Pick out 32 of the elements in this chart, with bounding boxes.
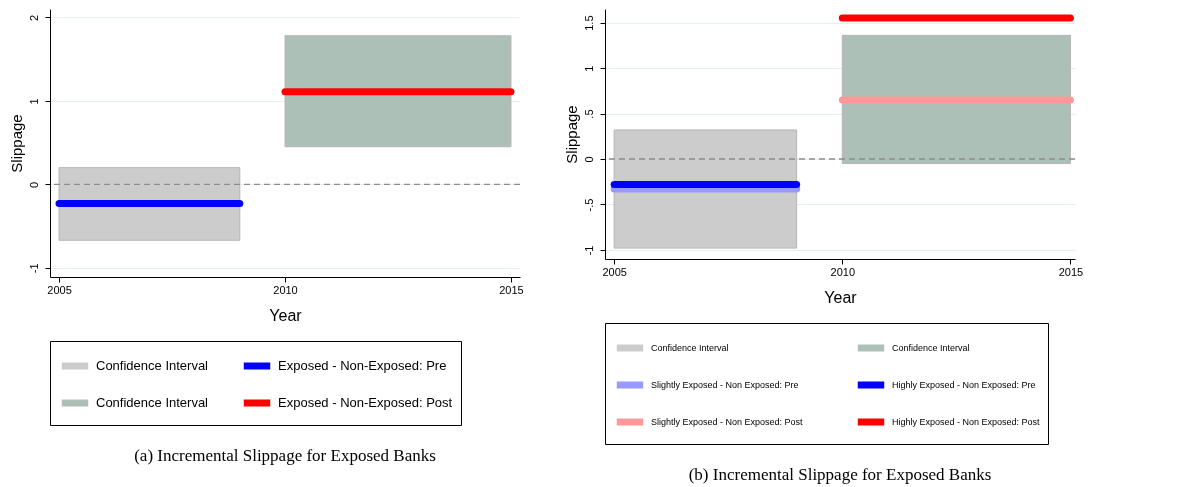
legend-label: Confidence Interval xyxy=(96,358,209,373)
x-tick-label: 2010 xyxy=(273,283,298,296)
y-tick-label: 0 xyxy=(27,181,40,188)
y-tick-label: 1 xyxy=(582,65,595,72)
y-tick-label: 1 xyxy=(27,98,40,105)
legend-label: Highly Exposed - Non Exposed: Pre xyxy=(892,380,1036,390)
text: (a) Incremental Slippage for Exposed Banks xyxy=(134,445,436,465)
y-tick-label: -1 xyxy=(582,245,595,256)
x-tick-label: 2015 xyxy=(1058,265,1084,278)
y-tick-label: 1.5 xyxy=(582,15,595,31)
x-tick-label: 2010 xyxy=(830,265,856,278)
legend-label: Highly Exposed - Non Exposed: Post xyxy=(892,417,1041,427)
y-axis-title: Slippage xyxy=(7,114,25,173)
legend-label: Confidence Interval xyxy=(892,343,970,353)
x-axis-title: Year xyxy=(269,306,303,324)
y-tick-label: 2 xyxy=(27,14,40,21)
legend-label: Confidence Interval xyxy=(96,395,209,410)
y-tick-label: -1 xyxy=(27,263,40,274)
y-axis-title: Slippage xyxy=(562,105,580,164)
text: (b) Incremental Slippage for Exposed Banks xyxy=(688,464,992,484)
legend-label: Slightly Exposed - Non Exposed: Post xyxy=(651,417,804,427)
x-tick-label: 2005 xyxy=(602,265,627,278)
x-tick-label: 2005 xyxy=(47,283,72,296)
x-axis-title: Year xyxy=(824,288,858,306)
legend-label: Exposed - Non-Exposed: Pre xyxy=(278,358,447,373)
legend-label: Exposed - Non-Exposed: Post xyxy=(278,395,453,410)
y-tick-label: .5 xyxy=(582,109,595,119)
legend-label: Confidence Interval xyxy=(651,343,729,353)
x-tick-label: 2015 xyxy=(499,283,524,296)
y-tick-label: -.5 xyxy=(582,198,595,212)
y-tick-label: 0 xyxy=(582,156,595,163)
legend-label: Slightly Exposed - Non Exposed: Pre xyxy=(651,380,799,390)
